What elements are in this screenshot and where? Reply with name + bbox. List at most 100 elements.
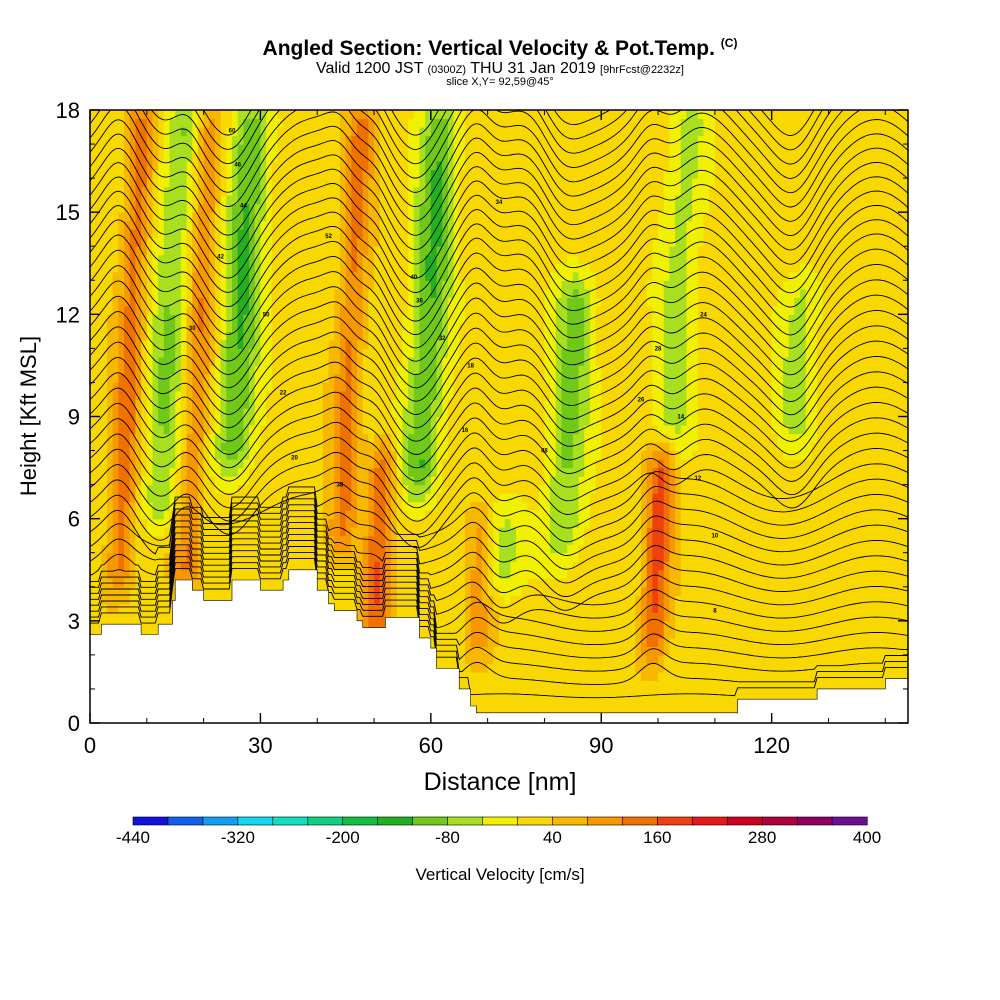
field-cell [237,382,244,392]
field-cell [95,254,102,264]
field-cell [385,459,392,469]
field-cell [220,467,227,477]
field-cell [112,271,119,281]
field-cell [408,220,415,230]
field-cell [124,186,131,196]
field-cell [232,467,239,477]
field-cell [339,561,347,571]
field-cell [232,476,239,486]
field-cell [260,518,267,528]
field-cell [107,476,114,486]
field-cell [112,195,119,205]
field-cell [146,135,154,145]
field-cell [317,288,324,298]
field-cell [220,229,227,239]
field-cell [402,348,409,358]
field-cell [311,263,318,273]
field-cell [391,220,398,230]
field-cell [169,280,176,290]
field-cell [158,612,165,622]
field-cell [169,433,176,443]
field-cell [135,297,142,307]
field-cell [305,390,313,401]
field-cell [112,152,119,162]
field-cell [232,416,239,426]
field-cell [408,493,415,503]
field-cell [345,161,352,171]
field-cell [118,586,125,596]
field-cell [322,135,330,145]
field-cell [413,144,421,154]
field-cell [169,220,176,230]
field-cell [192,280,199,290]
field-cell [152,518,159,528]
field-cell [447,459,455,469]
field-cell [430,442,438,452]
field-cell [163,110,171,120]
field-cell [226,118,233,128]
field-cell [288,476,296,486]
field-cell [362,586,369,596]
field-cell [214,356,222,367]
field-cell [379,178,386,188]
field-cell [391,339,398,349]
field-cell [163,271,171,281]
field-cell [112,527,119,537]
field-cell [101,442,108,452]
field-cell [425,203,432,213]
field-cell [237,527,244,537]
field-cell [430,118,438,128]
field-cell [476,637,483,647]
field-cell [118,263,125,273]
field-cell [339,135,347,145]
field-cell [112,416,119,426]
field-cell [243,237,250,247]
field-cell [118,373,125,384]
field-cell [311,382,318,392]
field-cell [90,322,97,332]
field-cell [146,212,154,222]
field-cell [379,373,386,384]
field-cell [356,161,364,171]
field-cell [408,373,415,384]
field-cell [288,212,296,222]
field-cell [379,254,386,264]
field-cell [266,501,273,511]
field-cell [436,254,443,264]
field-cell [107,535,114,545]
field-cell [374,118,381,128]
field-cell [379,544,386,554]
field-cell [271,203,279,213]
field-cell [101,331,108,341]
field-cell [101,178,108,188]
field-cell [141,280,148,290]
field-cell [243,254,250,264]
field-cell [356,127,364,137]
field-cell [288,450,296,460]
field-cell [180,407,188,418]
field-cell [322,186,330,196]
field-cell [459,144,466,154]
field-cell [163,476,171,486]
field-cell [192,569,199,579]
field-cell [436,484,443,494]
field-cell [447,169,455,179]
field-cell [425,390,432,401]
field-cell [186,220,193,230]
field-cell [169,127,176,137]
field-cell [277,476,284,486]
field-cell [249,339,256,349]
field-cell [90,629,97,639]
field-cell [141,484,148,494]
field-cell [197,297,205,307]
field-cell [402,425,409,435]
field-cell [203,186,210,196]
field-cell [118,110,125,120]
field-cell [124,510,131,520]
field-cell [271,510,279,520]
field-cell [243,288,250,298]
field-cell [124,459,131,469]
field-cell [277,382,284,392]
field-cell [209,212,216,222]
field-cell [476,127,483,137]
